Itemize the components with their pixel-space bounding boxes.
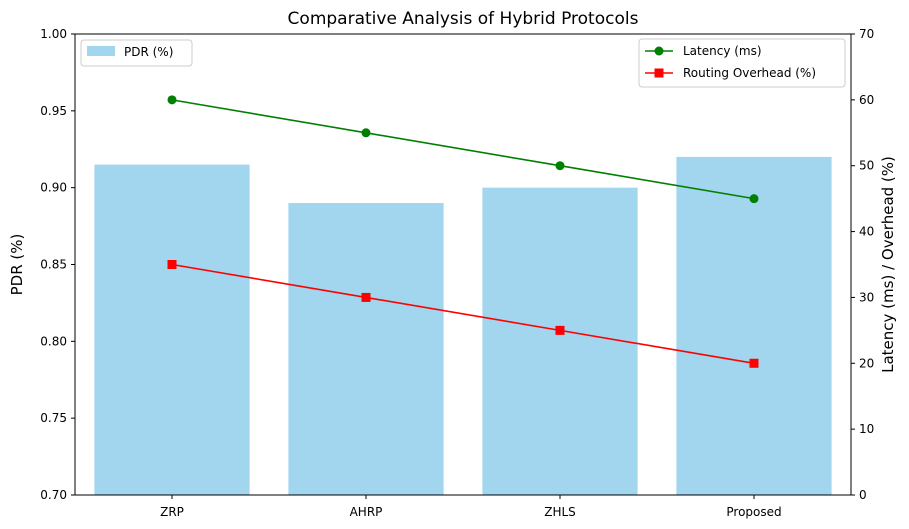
left-tick-label: 0.80 — [40, 334, 67, 348]
legend-marker-latency — [654, 46, 664, 56]
x-tick-label: Proposed — [726, 505, 781, 519]
left-tick-label: 0.75 — [40, 411, 67, 425]
left-tick-label: 0.70 — [40, 488, 67, 502]
left-tick-label: 0.85 — [40, 258, 67, 272]
right-tick-label: 60 — [859, 93, 874, 107]
right-tick-label: 70 — [859, 27, 874, 41]
x-tick-label: AHRP — [350, 505, 383, 519]
legend-swatch-pdr — [87, 46, 115, 56]
routing-overhead-line — [171, 263, 755, 365]
left-axis-ticks: 0.70 0.75 0.80 0.85 0.90 0.95 1.00 — [40, 27, 75, 502]
legend-lines: Latency (ms) Routing Overhead (%) — [638, 38, 846, 88]
legend-label-routing-overhead: Routing Overhead (%) — [683, 66, 816, 80]
legend-bars: PDR (%) — [80, 39, 193, 67]
line-series-group — [167, 95, 759, 368]
bar-zrp — [94, 164, 250, 495]
right-tick-label: 50 — [859, 159, 874, 173]
legend-label-latency: Latency (ms) — [683, 44, 762, 58]
right-tick-label: 40 — [859, 225, 874, 239]
right-tick-label: 10 — [859, 422, 874, 436]
legend-label-pdr: PDR (%) — [124, 45, 173, 59]
routing-overhead-point — [361, 292, 371, 302]
latency-point — [167, 95, 177, 105]
right-tick-label: 0 — [859, 488, 867, 502]
latency-point — [361, 128, 371, 138]
x-tick-label: ZHLS — [544, 505, 576, 519]
right-axis-label: Latency (ms) / Overhead (%) — [879, 156, 897, 373]
latency-point — [555, 161, 565, 171]
x-axis-ticks: ZRP AHRP ZHLS Proposed — [160, 495, 782, 519]
right-tick-label: 20 — [859, 356, 874, 370]
right-tick-label: 30 — [859, 290, 874, 304]
latency-line — [171, 99, 755, 200]
bar-zhls — [482, 187, 638, 495]
bar-proposed — [676, 156, 832, 495]
routing-overhead-point — [167, 260, 177, 269]
legend-marker-routing-overhead — [654, 68, 664, 78]
chart-title: Comparative Analysis of Hybrid Protocols — [288, 9, 639, 29]
bar-ahrp — [288, 203, 444, 496]
routing-overhead-point — [555, 325, 565, 335]
routing-overhead-point — [749, 358, 759, 368]
left-tick-label: 0.90 — [40, 181, 67, 195]
legend-lines-frame — [638, 38, 846, 88]
bar-series — [94, 156, 832, 496]
x-tick-label: ZRP — [160, 505, 184, 519]
left-axis-label: PDR (%) — [8, 234, 26, 296]
left-tick-label: 0.95 — [40, 104, 67, 118]
left-tick-label: 1.00 — [40, 27, 67, 41]
latency-point — [749, 194, 759, 204]
right-axis-ticks: 0 10 20 30 40 50 60 70 — [851, 27, 874, 502]
